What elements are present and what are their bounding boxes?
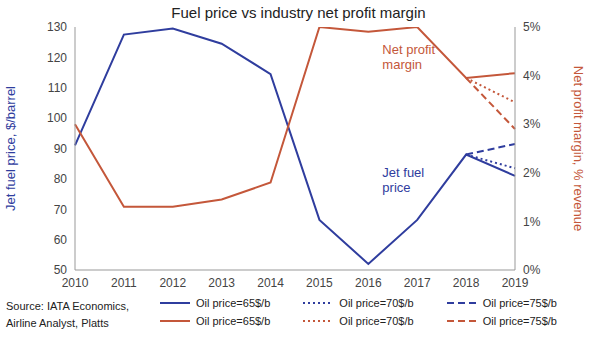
svg-text:60: 60	[54, 233, 68, 247]
svg-text:2016: 2016	[355, 276, 382, 290]
html-text:Oil price=65$/b: Oil price=65$/b	[196, 315, 271, 327]
svg-text:50: 50	[54, 263, 68, 277]
html-text:Oil price=75$/b: Oil price=75$/b	[482, 315, 557, 327]
html-text:Oil price=65$/b: Oil price=65$/b	[196, 297, 271, 309]
svg-text:130: 130	[47, 20, 67, 34]
svg-text:2010: 2010	[62, 276, 89, 290]
svg-text:3%: 3%	[523, 117, 541, 131]
svg-text:0%: 0%	[523, 263, 541, 277]
svg-text:2014: 2014	[257, 276, 284, 290]
svg-text:2015: 2015	[306, 276, 333, 290]
svg-text:2013: 2013	[208, 276, 235, 290]
svg-text:80: 80	[54, 172, 68, 186]
svg-text:1%: 1%	[523, 215, 541, 229]
svg-text:2019: 2019	[502, 276, 529, 290]
svg-text:2018: 2018	[453, 276, 480, 290]
svg-text:2011: 2011	[111, 276, 137, 290]
svg-text:120: 120	[47, 51, 67, 65]
svg-text:2017: 2017	[404, 276, 431, 290]
svg-text:100: 100	[47, 111, 67, 125]
svg-text:Jet fuel price, $/barrel: Jet fuel price, $/barrel	[8, 86, 18, 211]
svg-text:2%: 2%	[523, 166, 541, 180]
svg-text:110: 110	[48, 81, 67, 95]
svg-text:Jet fuelprice: Jet fuelprice	[382, 165, 424, 195]
html-text:Oil price=70$/b: Oil price=70$/b	[339, 297, 414, 309]
svg-text:2012: 2012	[159, 276, 186, 290]
html-text:Fuel price vs industry net pro: Fuel price vs industry net profit margin	[171, 4, 426, 21]
html-text:Source: IATA Economics, Airlin: Source: IATA Economics, Airline Analyst,…	[6, 300, 130, 329]
html-text:Oil price=75$/b: Oil price=75$/b	[482, 297, 557, 309]
svg-text:5%: 5%	[523, 20, 541, 34]
html-text:Oil price=70$/b: Oil price=70$/b	[339, 315, 414, 327]
svg-text:Net profit margin, % revenue: Net profit margin, % revenue	[571, 66, 586, 231]
svg-text:Net profitmargin: Net profitmargin	[382, 42, 435, 72]
svg-text:70: 70	[54, 203, 68, 217]
svg-text:4%: 4%	[523, 69, 541, 83]
svg-text:90: 90	[54, 142, 68, 156]
